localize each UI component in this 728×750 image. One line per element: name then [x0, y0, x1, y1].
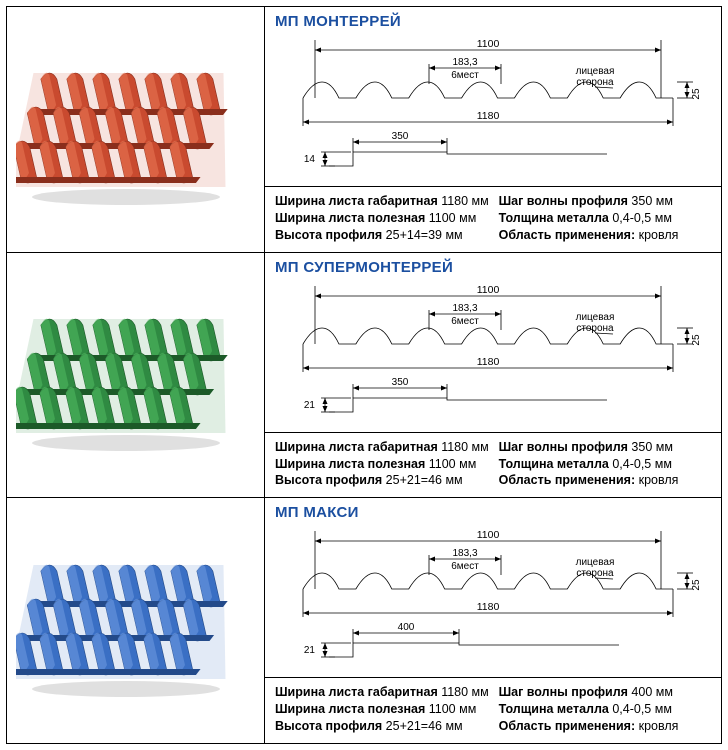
tile-illustration: [16, 49, 256, 209]
svg-text:1100: 1100: [477, 529, 500, 541]
product-image-cell: [7, 498, 265, 743]
specs-left: Ширина листа габаритная 1180 ммШирина ли…: [275, 684, 499, 735]
spec-line: Область применения: кровля: [499, 472, 711, 489]
svg-text:6мест: 6мест: [451, 561, 479, 572]
spec-line: Шаг волны профиля 350 мм: [499, 439, 711, 456]
specs-right: Шаг волны профиля 400 ммТолщина металла …: [499, 684, 711, 735]
svg-text:лицевая: лицевая: [576, 66, 615, 77]
product-image-cell: [7, 7, 265, 252]
spec-line: Толщина металла 0,4-0,5 мм: [499, 456, 711, 473]
profile-diagram: 1100 183,3 6мест лицевая сторона 25 1180: [265, 32, 721, 186]
profile-diagram: 1100 183,3 6мест лицевая сторона 25 1180: [265, 278, 721, 432]
svg-text:21: 21: [304, 645, 316, 656]
specs-block: Ширина листа габаритная 1180 ммШирина ли…: [265, 432, 721, 498]
product-row: МП МОНТЕРРЕЙ 1100 183,3 6мест лицевая ст…: [6, 6, 722, 253]
tile-illustration: [16, 295, 256, 455]
product-details: МП СУПЕРМОНТЕРРЕЙ 1100 183,3 6мест лицев…: [265, 253, 721, 498]
spec-line: Ширина листа полезная 1100 мм: [275, 701, 499, 718]
spec-line: Ширина листа полезная 1100 мм: [275, 210, 499, 227]
specs-block: Ширина листа габаритная 1180 ммШирина ли…: [265, 186, 721, 252]
svg-text:1180: 1180: [477, 110, 500, 122]
spec-line: Высота профиля 25+21=46 мм: [275, 718, 499, 735]
svg-text:400: 400: [398, 622, 415, 633]
spec-line: Шаг волны профиля 350 мм: [499, 193, 711, 210]
product-title: МП МАКСИ: [265, 498, 721, 523]
svg-text:1180: 1180: [477, 356, 500, 368]
svg-text:350: 350: [392, 131, 409, 142]
svg-text:6мест: 6мест: [451, 70, 479, 81]
svg-text:лицевая: лицевая: [576, 312, 615, 323]
product-image-cell: [7, 253, 265, 498]
spec-line: Область применения: кровля: [499, 227, 711, 244]
profile-diagram: 1100 183,3 6мест лицевая сторона 25 1180: [265, 523, 721, 677]
product-table: МП МОНТЕРРЕЙ 1100 183,3 6мест лицевая ст…: [6, 6, 722, 744]
specs-left: Ширина листа габаритная 1180 ммШирина ли…: [275, 193, 499, 244]
spec-line: Шаг волны профиля 400 мм: [499, 684, 711, 701]
svg-text:183,3: 183,3: [452, 57, 477, 68]
svg-text:1100: 1100: [477, 284, 500, 296]
product-details: МП МОНТЕРРЕЙ 1100 183,3 6мест лицевая ст…: [265, 7, 721, 252]
spec-line: Высота профиля 25+21=46 мм: [275, 472, 499, 489]
spec-line: Толщина металла 0,4-0,5 мм: [499, 210, 711, 227]
spec-line: Ширина листа полезная 1100 мм: [275, 456, 499, 473]
product-title: МП СУПЕРМОНТЕРРЕЙ: [265, 253, 721, 278]
spec-line: Толщина металла 0,4-0,5 мм: [499, 701, 711, 718]
svg-text:1100: 1100: [477, 38, 500, 50]
svg-text:14: 14: [304, 154, 316, 165]
svg-text:25: 25: [691, 334, 702, 346]
spec-line: Ширина листа габаритная 1180 мм: [275, 193, 499, 210]
spec-line: Ширина листа габаритная 1180 мм: [275, 684, 499, 701]
svg-text:350: 350: [392, 377, 409, 388]
svg-text:25: 25: [691, 579, 702, 591]
spec-line: Ширина листа габаритная 1180 мм: [275, 439, 499, 456]
svg-text:183,3: 183,3: [452, 303, 477, 314]
product-row: МП МАКСИ 1100 183,3 6мест лицевая сторон…: [6, 498, 722, 744]
svg-text:183,3: 183,3: [452, 548, 477, 559]
spec-line: Область применения: кровля: [499, 718, 711, 735]
specs-block: Ширина листа габаритная 1180 ммШирина ли…: [265, 677, 721, 743]
svg-text:25: 25: [691, 88, 702, 100]
product-title: МП МОНТЕРРЕЙ: [265, 7, 721, 32]
svg-text:6мест: 6мест: [451, 316, 479, 327]
svg-text:21: 21: [304, 400, 316, 411]
spec-line: Высота профиля 25+14=39 мм: [275, 227, 499, 244]
specs-right: Шаг волны профиля 350 ммТолщина металла …: [499, 193, 711, 244]
svg-text:лицевая: лицевая: [576, 557, 615, 568]
specs-right: Шаг волны профиля 350 ммТолщина металла …: [499, 439, 711, 490]
tile-illustration: [16, 541, 256, 701]
product-details: МП МАКСИ 1100 183,3 6мест лицевая сторон…: [265, 498, 721, 743]
svg-text:1180: 1180: [477, 601, 500, 613]
product-row: МП СУПЕРМОНТЕРРЕЙ 1100 183,3 6мест лицев…: [6, 253, 722, 499]
specs-left: Ширина листа габаритная 1180 ммШирина ли…: [275, 439, 499, 490]
